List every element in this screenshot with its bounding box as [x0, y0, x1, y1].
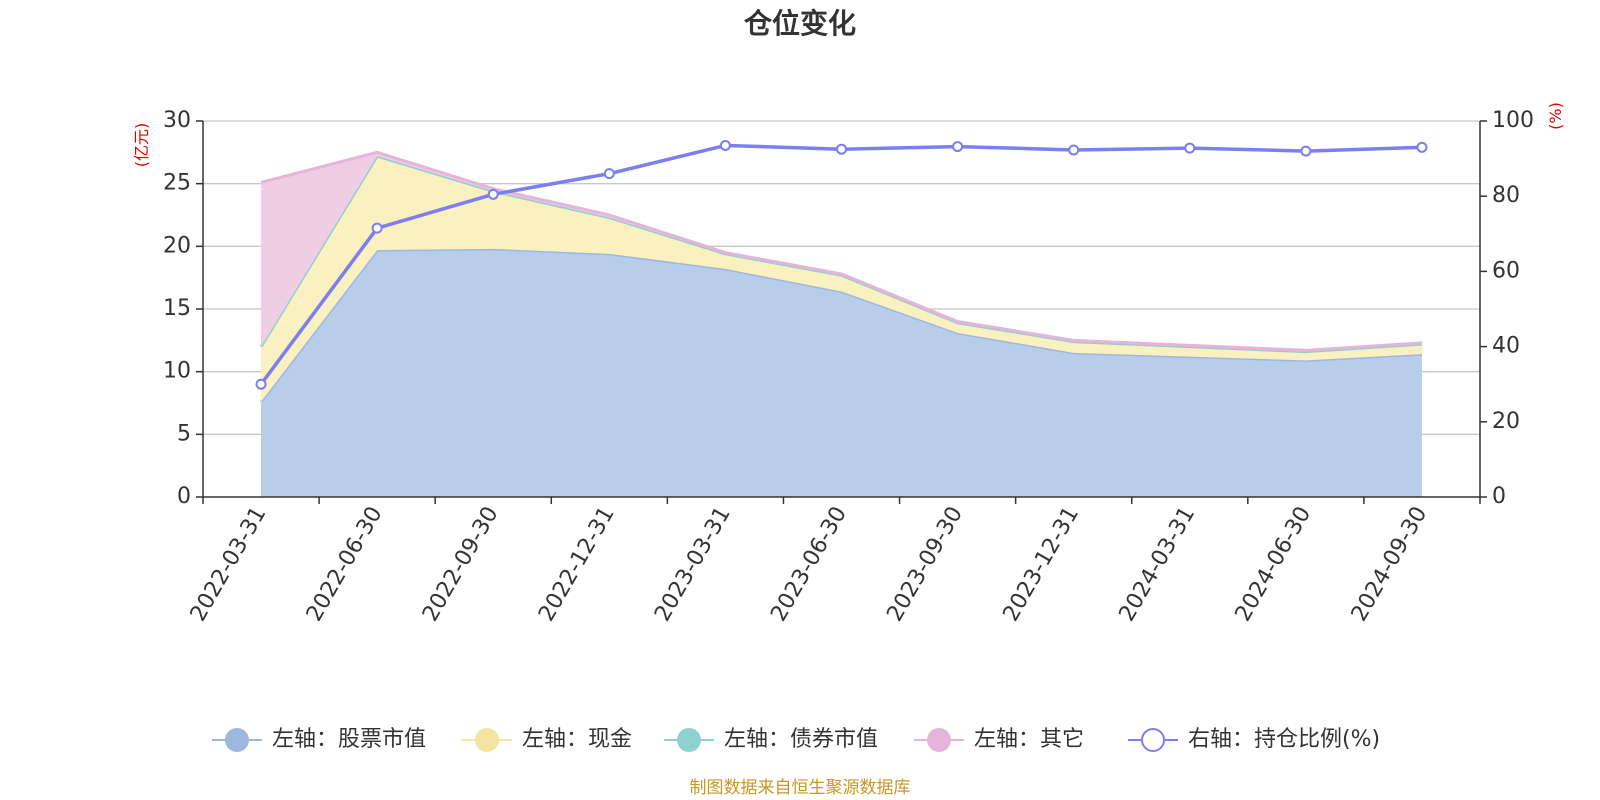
- legend-label: 左轴：其它: [974, 727, 1084, 752]
- left-tick-label: 20: [163, 233, 191, 258]
- right-axis-ticks: 0 20 40 60 80 100: [1480, 108, 1534, 509]
- right-tick-label: 100: [1492, 108, 1534, 133]
- x-tick-label: 2023-09-30: [882, 502, 968, 625]
- ratio-point: [371, 222, 383, 234]
- legend-label: 左轴：股票市值: [272, 727, 426, 752]
- x-tick-label: 2022-03-31: [186, 503, 272, 626]
- right-tick-label: 80: [1492, 183, 1520, 208]
- chart-title: 仓位变化: [744, 7, 856, 40]
- legend-item: 右轴：持仓比例(%): [1128, 727, 1380, 752]
- legend-item: 左轴：股票市值: [212, 727, 426, 752]
- ratio-point: [1184, 142, 1196, 154]
- data-source-note: 制图数据来自恒生聚源数据库: [690, 778, 911, 798]
- x-tick-label: 2023-03-31: [650, 503, 736, 626]
- right-tick-label: 40: [1492, 334, 1520, 359]
- area-series: [259, 150, 1423, 497]
- left-tick-label: 0: [177, 484, 191, 509]
- left-tick-label: 30: [163, 108, 191, 133]
- legend-marker: [927, 728, 951, 752]
- legend-marker: [1141, 728, 1165, 752]
- legend-label: 左轴：债券市值: [724, 727, 878, 752]
- area-1: [261, 156, 1422, 402]
- area-edge-3: [260, 150, 1423, 352]
- right-tick-label: 60: [1492, 258, 1520, 283]
- x-tick-label: 2024-09-30: [1347, 503, 1433, 626]
- legend: 左轴：股票市值 左轴：现金 左轴：债券市值 左轴：其它 右轴：持仓比例(%): [212, 727, 1380, 752]
- left-tick-label: 15: [163, 296, 191, 321]
- x-tick-label: 2023-06-30: [766, 503, 852, 626]
- ratio-point: [255, 378, 267, 390]
- x-tick-label: 2022-12-31: [534, 503, 620, 626]
- line-series: [255, 139, 1428, 390]
- x-tick-label: 2023-12-31: [998, 503, 1084, 626]
- legend-label: 右轴：持仓比例(%): [1188, 727, 1380, 752]
- ratio-point: [487, 188, 499, 200]
- left-tick-label: 5: [177, 421, 191, 446]
- legend-item: 左轴：现金: [462, 727, 632, 752]
- right-tick-label: 0: [1492, 484, 1506, 509]
- x-tick-label: 2024-06-30: [1231, 503, 1317, 626]
- legend-marker: [677, 728, 701, 752]
- left-tick-label: 25: [163, 171, 191, 196]
- left-axis-ticks: 0 5 10 15 20 25 30: [163, 108, 203, 509]
- x-tick-label: 2022-06-30: [302, 503, 388, 626]
- ratio-point: [1068, 144, 1080, 156]
- x-tick-label: 2022-09-30: [418, 503, 504, 626]
- left-tick-label: 10: [163, 359, 191, 384]
- right-axis-unit: (%): [1546, 102, 1565, 130]
- right-tick-label: 20: [1492, 409, 1520, 434]
- ratio-point: [719, 139, 731, 151]
- left-axis-unit: (亿元): [132, 123, 151, 168]
- ratio-point: [1416, 141, 1428, 153]
- legend-item: 左轴：债券市值: [664, 727, 878, 752]
- legend-label: 左轴：现金: [522, 727, 632, 752]
- legend-marker: [225, 728, 249, 752]
- area-0: [261, 248, 1422, 497]
- ratio-point: [603, 168, 615, 180]
- x-tick-label: 2024-03-31: [1115, 503, 1201, 626]
- legend-item: 左轴：其它: [914, 727, 1084, 752]
- legend-marker: [475, 728, 499, 752]
- ratio-point: [836, 143, 847, 155]
- x-axis-ticks: 2022-03-31 2022-06-30 2022-09-30 2022-12-31…: [186, 497, 1481, 626]
- ratio-point: [1300, 145, 1312, 157]
- ratio-point: [952, 141, 964, 153]
